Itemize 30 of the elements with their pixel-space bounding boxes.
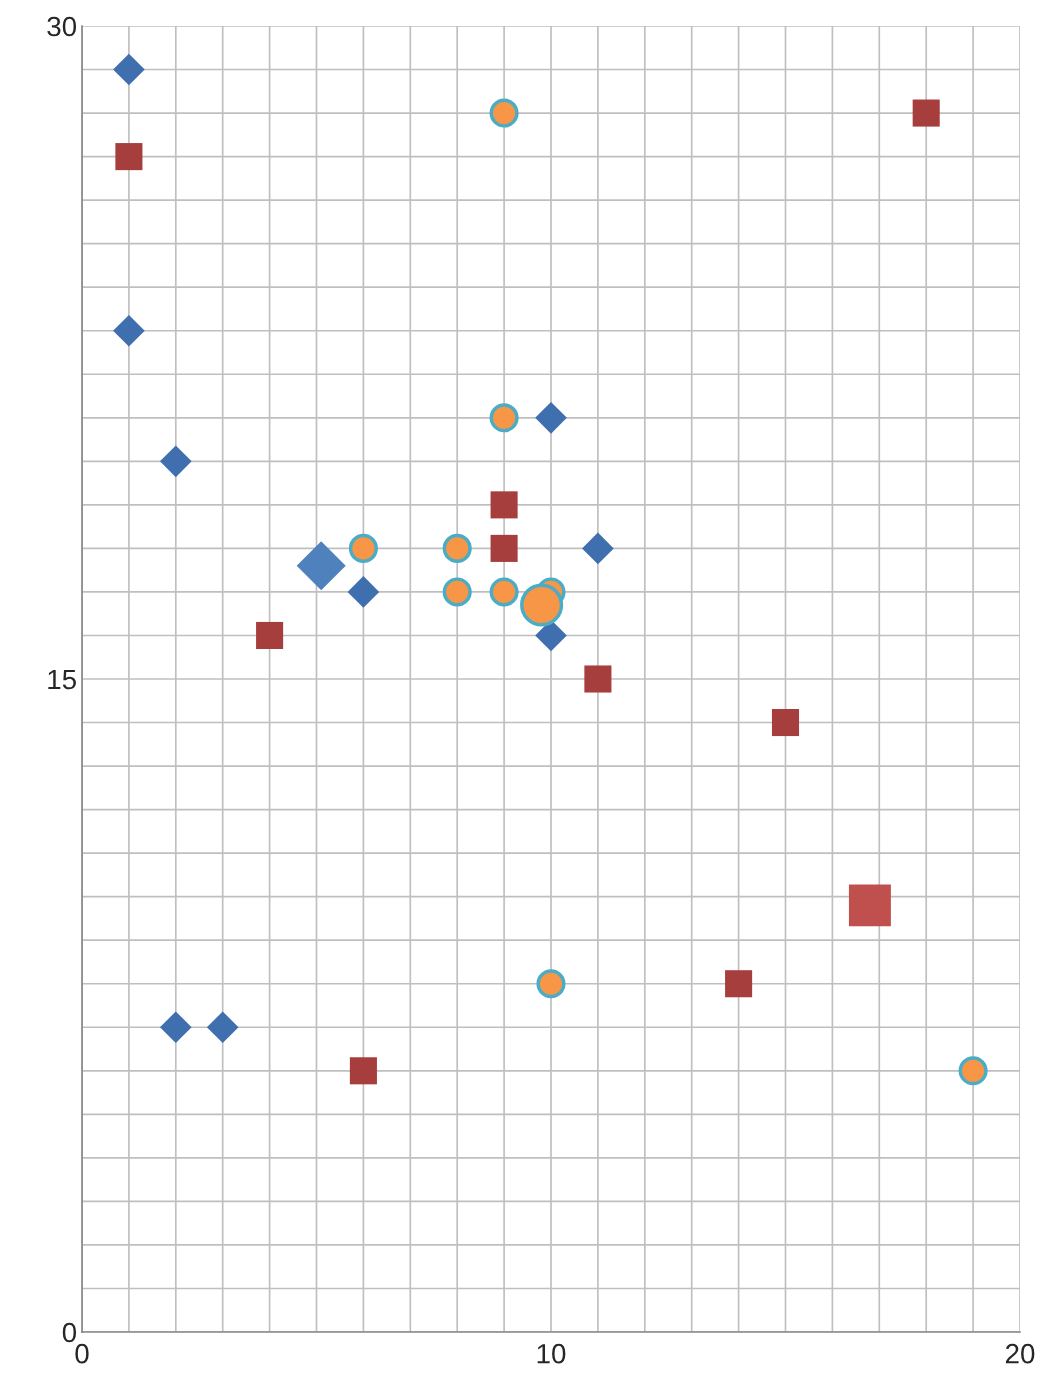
point — [489, 98, 519, 128]
point — [113, 314, 145, 347]
point — [582, 532, 614, 565]
point — [536, 969, 566, 999]
point — [256, 621, 284, 649]
point — [113, 53, 145, 86]
point — [958, 1056, 988, 1086]
point — [115, 143, 143, 171]
point — [490, 534, 518, 562]
point — [535, 401, 567, 434]
point — [725, 970, 753, 998]
y-tick-label: 0 — [62, 1322, 77, 1343]
y-tick-label: 15 — [48, 669, 76, 690]
point — [771, 709, 800, 737]
point — [159, 1011, 192, 1044]
x-tick-label: 10 — [537, 1343, 566, 1364]
y-tick-label: 30 — [47, 16, 77, 37]
point — [347, 576, 380, 608]
point — [348, 533, 378, 563]
point — [489, 577, 519, 607]
point — [584, 665, 612, 693]
point — [490, 491, 518, 519]
point — [206, 1011, 239, 1044]
point — [489, 403, 519, 433]
point — [442, 533, 472, 563]
point — [442, 577, 472, 607]
point — [159, 445, 192, 478]
point — [349, 1057, 377, 1085]
x-tick-label: 20 — [1005, 1343, 1035, 1364]
point — [912, 99, 940, 127]
